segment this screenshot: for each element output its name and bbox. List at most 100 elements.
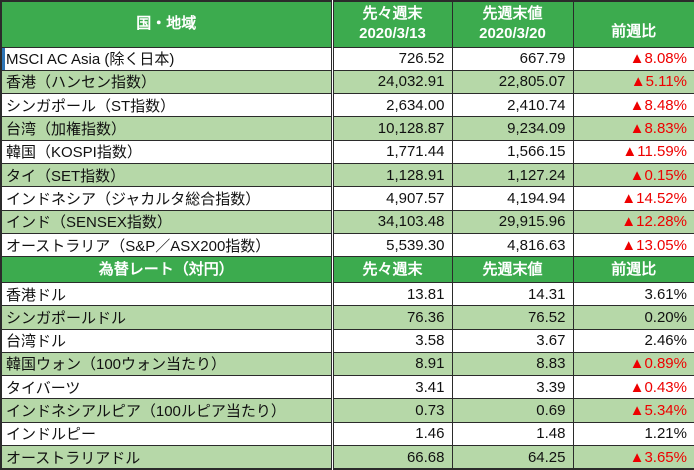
table-row: オーストラリア（S&P／ASX200指数） 5,539.30 4,816.63 … [0, 233, 694, 258]
change-cell[interactable]: ▲11.59% [572, 139, 694, 165]
change-cell[interactable]: ▲8.48% [572, 93, 694, 118]
last-value-cell[interactable]: 14.31 [451, 281, 574, 307]
col-header-wow-change[interactable]: 前週比 [572, 0, 694, 48]
change-cell[interactable]: ▲0.43% [572, 375, 694, 400]
last-value-cell[interactable]: 9,234.09 [451, 116, 574, 141]
prev-value-cell[interactable]: 66.68 [331, 445, 453, 470]
change-cell[interactable]: ▲5.34% [572, 398, 694, 423]
change-cell[interactable]: 0.20% [572, 305, 694, 330]
col-header-fx-label[interactable]: 為替レート（対円） [0, 256, 334, 283]
currency-cell[interactable]: オーストラリアドル [0, 445, 334, 470]
change-cell[interactable]: ▲3.65% [572, 445, 694, 470]
change-cell[interactable]: ▲14.52% [572, 186, 694, 211]
currency-cell[interactable]: シンガポールドル [0, 305, 334, 330]
region-cell[interactable]: 韓国（KOSPI指数） [0, 139, 334, 165]
col-header-fx-wow-change[interactable]: 前週比 [572, 256, 694, 283]
prev-value-cell[interactable]: 24,032.91 [331, 69, 453, 95]
prev-value-cell[interactable]: 1,771.44 [331, 139, 453, 165]
col-header-fx-last-week[interactable]: 先週末値 [451, 256, 574, 283]
change-cell[interactable]: ▲8.83% [572, 116, 694, 141]
region-cell[interactable]: シンガポール（ST指数） [0, 93, 334, 118]
last-value-cell[interactable]: 3.67 [451, 328, 574, 353]
last-value-cell[interactable]: 76.52 [451, 305, 574, 330]
change-cell[interactable]: ▲12.28% [572, 209, 694, 235]
change-cell[interactable]: 2.46% [572, 328, 694, 353]
change-value: ▲14.52% [621, 190, 687, 208]
prev-value-cell[interactable]: 4,907.57 [331, 186, 453, 211]
col-header-last-week[interactable]: 先週末値 2020/3/20 [451, 0, 574, 48]
region-cell[interactable]: 台湾（加権指数） [0, 116, 334, 141]
prev-value-cell[interactable]: 5,539.30 [331, 233, 453, 258]
currency-cell[interactable]: インドルピー [0, 421, 334, 447]
table-row: 韓国ウォン（100ウォン当たり） 8.91 8.83 ▲0.89% [0, 351, 694, 377]
prev-value-cell[interactable]: 8.91 [331, 351, 453, 377]
change-value: ▲5.11% [630, 73, 687, 91]
change-value: ▲11.59% [622, 143, 687, 161]
region-cell[interactable]: 香港（ハンセン指数） [0, 69, 334, 95]
change-value: 0.20% [644, 308, 687, 326]
indices-header: 国・地域 先々週末 2020/3/13 先週末値 2020/3/20 前週比 [0, 0, 694, 48]
currency-cell[interactable]: タイバーツ [0, 375, 334, 400]
table-row: シンガポール（ST指数） 2,634.00 2,410.74 ▲8.48% [0, 93, 694, 118]
table-row: 台湾（加権指数） 10,128.87 9,234.09 ▲8.83% [0, 116, 694, 141]
change-cell[interactable]: ▲8.08% [572, 46, 694, 71]
last-value-cell[interactable]: 8.83 [451, 351, 574, 377]
prev-value-cell[interactable]: 76.36 [331, 305, 453, 330]
last-value-cell[interactable]: 29,915.96 [451, 209, 574, 235]
table-row: インドネシアルピア（100ルピア当たり） 0.73 0.69 ▲5.34% [0, 398, 694, 423]
currency-cell[interactable]: 香港ドル [0, 281, 334, 307]
prev-value-cell[interactable]: 13.81 [331, 281, 453, 307]
prev-value-cell[interactable]: 1.46 [331, 421, 453, 447]
col-header-prev-week[interactable]: 先々週末 2020/3/13 [331, 0, 453, 48]
region-cell[interactable]: オーストラリア（S&P／ASX200指数） [0, 233, 334, 258]
change-value: ▲8.08% [629, 50, 687, 68]
last-week-date: 2020/3/20 [479, 25, 546, 43]
last-value-cell[interactable]: 667.79 [451, 46, 574, 71]
change-cell[interactable]: ▲5.11% [572, 69, 694, 95]
table-row: シンガポールドル 76.36 76.52 0.20% [0, 305, 694, 330]
prev-value-cell[interactable]: 34,103.48 [331, 209, 453, 235]
last-value-cell[interactable]: 4,816.63 [451, 233, 574, 258]
prev-value-cell[interactable]: 2,634.00 [331, 93, 453, 118]
currency-cell[interactable]: インドネシアルピア（100ルピア当たり） [0, 398, 334, 423]
change-value: ▲12.28% [621, 213, 687, 231]
region-cell[interactable]: MSCI AC Asia (除く日本) [0, 46, 334, 71]
prev-value-cell[interactable]: 726.52 [331, 46, 453, 71]
change-cell[interactable]: ▲0.15% [572, 163, 694, 188]
change-cell[interactable]: ▲0.89% [572, 351, 694, 377]
last-value-cell[interactable]: 3.39 [451, 375, 574, 400]
last-value-cell[interactable]: 4,194.94 [451, 186, 574, 211]
last-value-cell[interactable]: 22,805.07 [451, 69, 574, 95]
region-cell[interactable]: インド（SENSEX指数） [0, 209, 334, 235]
table-row: インド（SENSEX指数） 34,103.48 29,915.96 ▲12.28… [0, 209, 694, 235]
last-value-cell[interactable]: 0.69 [451, 398, 574, 423]
col-header-region[interactable]: 国・地域 [0, 0, 334, 48]
last-value-cell[interactable]: 1.48 [451, 421, 574, 447]
last-value-cell[interactable]: 2,410.74 [451, 93, 574, 118]
change-value: ▲8.48% [629, 96, 687, 114]
table-row: タイ（SET指数） 1,128.91 1,127.24 ▲0.15% [0, 163, 694, 188]
change-value: ▲8.83% [629, 120, 687, 138]
currency-cell[interactable]: 韓国ウォン（100ウォン当たり） [0, 351, 334, 377]
last-value-cell[interactable]: 1,127.24 [451, 163, 574, 188]
prev-value-cell[interactable]: 1,128.91 [331, 163, 453, 188]
last-value-cell[interactable]: 64.25 [451, 445, 574, 470]
change-value: ▲0.89% [629, 355, 687, 373]
prev-value-cell[interactable]: 3.58 [331, 328, 453, 353]
prev-week-date: 2020/3/13 [359, 25, 426, 43]
prev-value-cell[interactable]: 10,128.87 [331, 116, 453, 141]
prev-value-cell[interactable]: 3.41 [331, 375, 453, 400]
table-row: 台湾ドル 3.58 3.67 2.46% [0, 328, 694, 353]
col-header-fx-prev-week[interactable]: 先々週末 [331, 256, 453, 283]
change-value: ▲5.34% [629, 402, 687, 420]
table-row: タイバーツ 3.41 3.39 ▲0.43% [0, 375, 694, 400]
prev-value-cell[interactable]: 0.73 [331, 398, 453, 423]
region-cell[interactable]: タイ（SET指数） [0, 163, 334, 188]
change-cell[interactable]: 1.21% [572, 421, 694, 447]
change-cell[interactable]: 3.61% [572, 281, 694, 307]
last-week-label: 先週末値 [482, 5, 543, 22]
region-cell[interactable]: インドネシア（ジャカルタ総合指数） [0, 186, 334, 211]
change-cell[interactable]: ▲13.05% [572, 233, 694, 258]
currency-cell[interactable]: 台湾ドル [0, 328, 334, 353]
last-value-cell[interactable]: 1,566.15 [451, 139, 574, 165]
